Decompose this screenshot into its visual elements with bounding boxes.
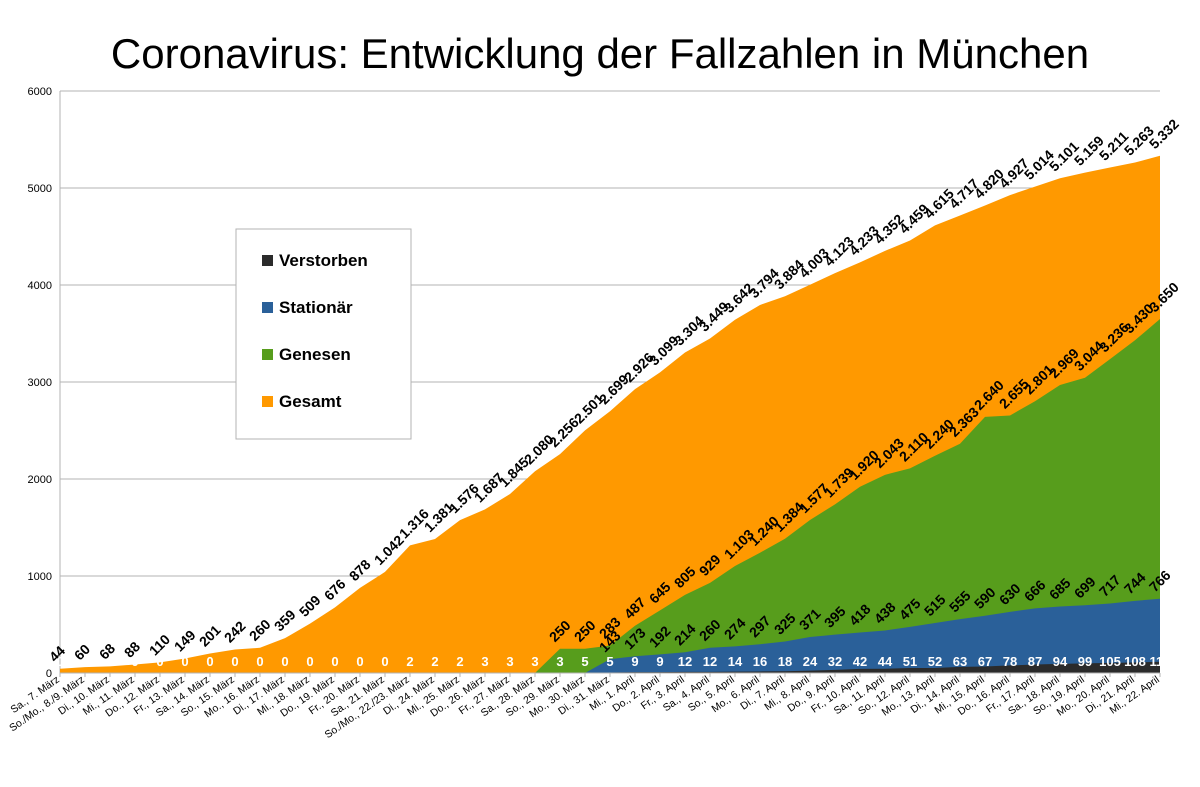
- data-label-verstorben: 0: [131, 654, 138, 669]
- data-label-verstorben: 3: [506, 654, 513, 669]
- y-tick-label: 2000: [28, 474, 52, 486]
- data-label-verstorben: 87: [1028, 654, 1042, 669]
- data-label-verstorben: 5: [606, 654, 613, 669]
- data-label-verstorben: 5: [581, 654, 588, 669]
- data-label-verstorben: 0: [81, 654, 88, 669]
- data-label-verstorben: 3: [556, 654, 563, 669]
- data-label-verstorben: 108: [1124, 654, 1146, 669]
- data-label-verstorben: 32: [828, 654, 842, 669]
- data-label-verstorben: 2: [406, 654, 413, 669]
- data-label-gesamt: 5.332: [1146, 116, 1182, 152]
- data-label-verstorben: 0: [156, 654, 163, 669]
- data-label-verstorben: 3: [531, 654, 538, 669]
- data-label-verstorben: 9: [656, 654, 663, 669]
- data-label-gesamt: 509: [296, 592, 324, 620]
- data-label-verstorben: 78: [1003, 654, 1017, 669]
- data-label-verstorben: 42: [853, 654, 867, 669]
- data-label-gesamt: 201: [196, 622, 224, 650]
- legend-swatch: [262, 396, 273, 407]
- y-tick-label: 5000: [28, 183, 52, 195]
- data-label-verstorben: 67: [978, 654, 992, 669]
- data-label-verstorben: 0: [381, 654, 388, 669]
- area-stationaer: [60, 598, 1160, 673]
- data-label-verstorben: 0: [356, 654, 363, 669]
- data-label-gesamt: 359: [271, 606, 299, 634]
- data-label-gesamt: 242: [221, 618, 249, 646]
- legend-swatch: [262, 349, 273, 360]
- data-label-verstorben: 2: [456, 654, 463, 669]
- y-tick-label: 3000: [28, 377, 52, 389]
- data-label-verstorben: 14: [728, 654, 743, 669]
- data-label-verstorben: 94: [1053, 654, 1068, 669]
- data-label-verstorben: 0: [331, 654, 338, 669]
- data-label-verstorben: 9: [631, 654, 638, 669]
- data-label-verstorben: 63: [953, 654, 967, 669]
- data-label-verstorben: 0: [181, 654, 188, 669]
- data-label-verstorben: 16: [753, 654, 767, 669]
- area-series: [60, 155, 1160, 674]
- y-tick-label: 1000: [28, 571, 52, 583]
- data-label-gesamt: 676: [321, 576, 349, 604]
- data-label-verstorben: 12: [678, 654, 692, 669]
- y-tick-label: 0: [46, 668, 52, 680]
- data-label-gesamt: 149: [171, 627, 199, 655]
- legend-label: Stationär: [279, 298, 353, 317]
- legend-label: Genesen: [279, 345, 351, 364]
- data-label-gesamt: 260: [246, 616, 274, 644]
- data-label-verstorben: 52: [928, 654, 942, 669]
- data-label-verstorben: 0: [56, 654, 63, 669]
- data-label-verstorben: 116: [1150, 654, 1171, 669]
- data-label-verstorben: 105: [1099, 654, 1121, 669]
- legend: Verstorben Stationär Genesen Gesamt: [235, 228, 412, 440]
- data-label-verstorben: 0: [281, 654, 288, 669]
- y-axis: 0 1000 2000 3000 4000 5000 6000: [28, 86, 61, 680]
- data-label-verstorben: 99: [1078, 654, 1092, 669]
- legend-swatch: [262, 302, 273, 313]
- data-label-gesamt: 878: [346, 556, 374, 584]
- data-label-verstorben: 18: [778, 654, 792, 669]
- data-label-verstorben: 44: [878, 654, 893, 669]
- data-label-verstorben: 51: [903, 654, 917, 669]
- data-label-verstorben: 0: [256, 654, 263, 669]
- data-label-verstorben: 24: [803, 654, 818, 669]
- data-label-verstorben: 0: [306, 654, 313, 669]
- area-verstorben: [60, 661, 1160, 673]
- chart-title: Coronavirus: Entwicklung der Fallzahlen …: [110, 30, 1090, 77]
- y-tick-label: 4000: [28, 280, 52, 292]
- data-label-verstorben: 12: [703, 654, 717, 669]
- data-label-verstorben: 3: [481, 654, 488, 669]
- data-label-verstorben: 0: [206, 654, 213, 669]
- legend-label: Verstorben: [279, 251, 368, 270]
- data-label-verstorben: 0: [231, 654, 238, 669]
- data-label-verstorben: 0: [106, 654, 113, 669]
- legend-swatch: [262, 255, 273, 266]
- y-tick-label: 6000: [28, 86, 52, 98]
- area-genesen: [60, 318, 1160, 673]
- legend-label: Gesamt: [279, 392, 342, 411]
- data-label-verstorben: 2: [431, 654, 438, 669]
